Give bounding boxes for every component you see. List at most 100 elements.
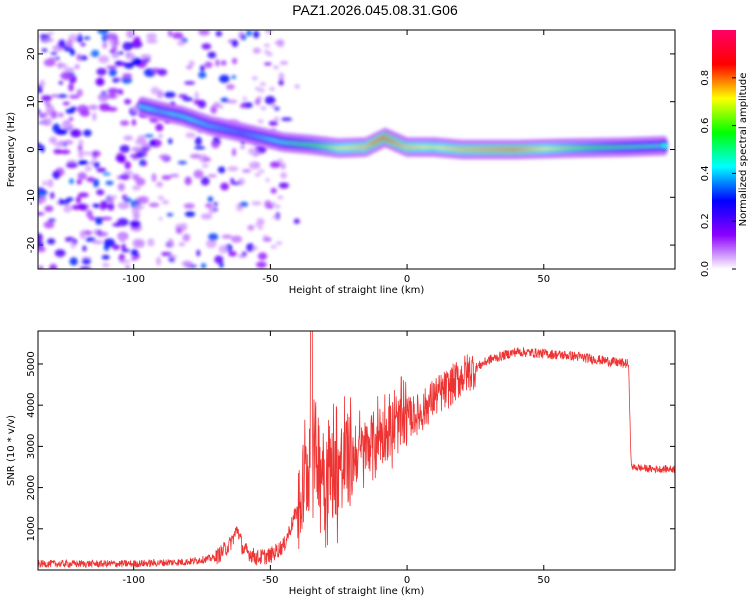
noise-blob bbox=[107, 87, 119, 94]
noise-blob bbox=[76, 38, 83, 42]
snr-ylabel: SNR (10 * v/v) bbox=[6, 415, 17, 486]
noise-blob bbox=[185, 65, 193, 70]
noise-blob bbox=[241, 34, 247, 41]
spectrogram-xlabel: Height of straight line (km) bbox=[289, 285, 425, 296]
noise-blob bbox=[122, 73, 133, 79]
noise-blob bbox=[92, 112, 97, 121]
noise-blob bbox=[55, 63, 68, 68]
spectrogram-xtick-label: -100 bbox=[122, 274, 145, 285]
noise-blob bbox=[38, 109, 41, 114]
noise-blob bbox=[246, 243, 255, 252]
noise-blob bbox=[86, 177, 95, 182]
noise-blob bbox=[75, 196, 82, 204]
noise-blob bbox=[167, 30, 173, 37]
noise-blob bbox=[280, 162, 286, 170]
noise-blob bbox=[55, 56, 60, 61]
noise-blob bbox=[99, 103, 111, 112]
noise-blob bbox=[232, 57, 238, 65]
snr-ytick-label: 4000 bbox=[26, 392, 37, 417]
noise-blob bbox=[168, 138, 173, 145]
noise-blob bbox=[108, 196, 115, 205]
colorbar-tick-label: 0.0 bbox=[700, 261, 711, 277]
noise-blob bbox=[276, 241, 283, 246]
noise-blob bbox=[251, 76, 258, 81]
noise-blob bbox=[185, 132, 196, 139]
noise-blob bbox=[58, 112, 64, 118]
noise-blob bbox=[272, 65, 279, 70]
noise-blob bbox=[208, 233, 219, 241]
noise-blob bbox=[53, 142, 65, 148]
noise-blob bbox=[65, 161, 78, 169]
noise-blob bbox=[258, 88, 265, 93]
noise-blob bbox=[155, 123, 164, 132]
noise-blob bbox=[142, 161, 147, 166]
noise-blob bbox=[102, 262, 110, 268]
noise-blob bbox=[98, 55, 110, 64]
noise-blob bbox=[277, 195, 284, 200]
noise-blob bbox=[43, 221, 55, 229]
noise-blob bbox=[111, 51, 119, 59]
noise-blob bbox=[97, 30, 110, 35]
noise-blob bbox=[47, 218, 56, 222]
noise-blob bbox=[101, 34, 108, 42]
noise-blob bbox=[252, 47, 261, 54]
noise-blob bbox=[129, 153, 138, 159]
noise-blob bbox=[107, 202, 115, 211]
noise-blob bbox=[107, 33, 118, 41]
colorbar: 0.0 0.2 0.4 0.6 0.8 Normalized spectral ampli… bbox=[700, 30, 749, 277]
noise-blob bbox=[79, 230, 86, 240]
noise-blob bbox=[119, 259, 131, 264]
noise-blob bbox=[269, 86, 276, 91]
spectrogram-frame bbox=[37, 29, 676, 270]
noise-blob bbox=[98, 93, 109, 103]
noise-blob bbox=[124, 161, 132, 170]
noise-blob bbox=[208, 205, 215, 214]
noise-blob bbox=[38, 265, 44, 269]
noise-blob bbox=[112, 78, 120, 83]
snr-xlabel: Height of straight line (km) bbox=[289, 586, 425, 597]
noise-blob bbox=[102, 41, 108, 49]
noise-blob bbox=[278, 182, 290, 189]
chart-title: PAZ1.2026.045.08.31.G06 bbox=[292, 2, 458, 18]
noise-blob bbox=[228, 251, 237, 257]
noise-blob bbox=[146, 39, 158, 44]
noise-blob bbox=[151, 173, 157, 182]
noise-blob bbox=[115, 154, 125, 162]
noise-blob bbox=[50, 110, 58, 119]
noise-blob bbox=[255, 222, 262, 227]
snr-ytick-label: 1000 bbox=[26, 516, 37, 541]
noise-blob bbox=[239, 201, 249, 207]
noise-blob bbox=[76, 53, 82, 61]
noise-blob bbox=[121, 248, 131, 253]
noise-blob bbox=[97, 77, 103, 86]
noise-blob bbox=[149, 139, 156, 147]
snr-ytick-label: 5000 bbox=[26, 351, 37, 376]
colorbar-tick-label: 0.8 bbox=[700, 70, 711, 86]
noise-blob bbox=[241, 251, 247, 256]
noise-blob bbox=[260, 106, 267, 111]
spectrogram-ytick-label: 20 bbox=[26, 48, 37, 61]
noise-blob bbox=[108, 68, 117, 77]
noise-blob bbox=[270, 187, 277, 194]
noise-blob bbox=[133, 36, 141, 45]
noise-blob bbox=[265, 30, 272, 35]
noise-blob bbox=[207, 174, 217, 178]
snr-frame bbox=[37, 330, 676, 571]
noise-blob bbox=[66, 39, 73, 48]
noise-blob bbox=[117, 89, 124, 95]
noise-blob bbox=[102, 172, 111, 176]
noise-blob bbox=[175, 227, 183, 235]
noise-blob bbox=[270, 103, 277, 108]
noise-blob bbox=[48, 136, 57, 144]
noise-blob bbox=[96, 189, 105, 196]
noise-blob bbox=[220, 182, 229, 191]
noise-blob bbox=[184, 176, 192, 186]
noise-blob bbox=[178, 94, 188, 98]
noise-blob bbox=[219, 262, 224, 268]
noise-blob bbox=[72, 238, 78, 245]
noise-blob bbox=[99, 200, 109, 210]
noise-blob bbox=[158, 133, 163, 139]
noise-blob bbox=[117, 202, 130, 210]
noise-blob bbox=[200, 213, 213, 220]
